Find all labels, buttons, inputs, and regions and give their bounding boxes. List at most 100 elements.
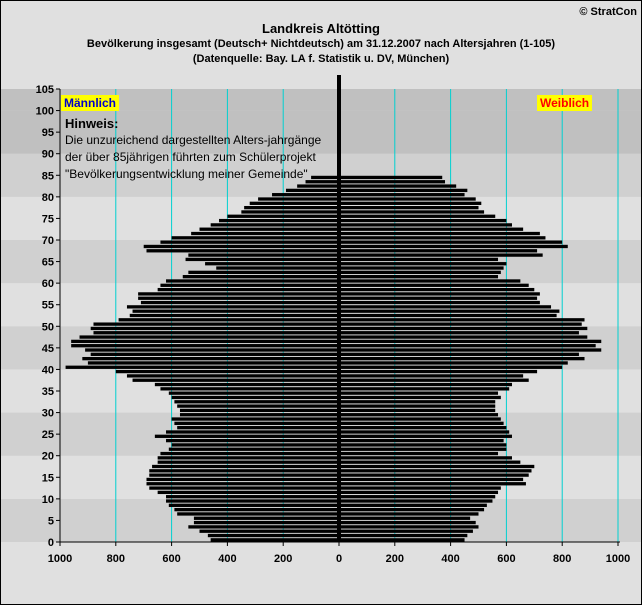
bar-female-10 [339, 495, 496, 499]
bar-female-47 [339, 335, 588, 339]
y-tick-label: 45 [42, 343, 54, 355]
bar-male-73 [210, 223, 339, 227]
y-tick-label: 10 [42, 494, 54, 506]
bar-female-58 [339, 287, 535, 292]
bar-male-1 [207, 533, 339, 538]
y-tick-label: 40 [42, 364, 54, 376]
bar-female-30 [339, 408, 496, 413]
bar-male-64 [205, 262, 339, 266]
bar-male-56 [138, 296, 339, 300]
bar-female-61 [339, 275, 499, 279]
chart-title: Landkreis Altötting [262, 21, 380, 36]
x-tick-label: 800 [107, 553, 125, 565]
bar-female-73 [339, 223, 512, 227]
bar-female-4 [339, 520, 476, 525]
bar-female-20 [339, 451, 499, 456]
bar-male-22 [171, 443, 339, 447]
bar-male-31 [177, 404, 339, 408]
center-axis [337, 75, 341, 542]
y-tick-label: 5 [48, 515, 54, 527]
age-band [1, 110, 641, 154]
bar-female-42 [339, 356, 585, 361]
bar-male-80 [272, 193, 339, 197]
bar-female-21 [339, 447, 507, 451]
bar-male-54 [126, 305, 340, 309]
bar-male-25 [166, 430, 339, 434]
bar-male-23 [166, 438, 339, 443]
bar-male-82 [297, 184, 339, 188]
bar-female-56 [339, 296, 538, 300]
chart-source: (Datenquelle: Bay. LA f. Statistik u. DV… [192, 53, 450, 65]
bar-female-41 [339, 361, 568, 365]
y-tick-label: 25 [42, 429, 54, 441]
y-tick-label: 30 [42, 408, 54, 420]
bar-male-45 [71, 344, 339, 348]
bar-male-38 [126, 374, 340, 378]
bar-female-17 [339, 464, 535, 469]
bar-female-44 [339, 348, 602, 352]
y-tick-label: 95 [42, 127, 54, 139]
bar-male-46 [71, 339, 339, 344]
bar-female-79 [339, 197, 476, 201]
bar-female-50 [339, 322, 582, 326]
bar-female-33 [339, 395, 501, 400]
y-tick-label: 55 [42, 300, 54, 312]
bar-male-20 [160, 451, 339, 456]
y-tick-label: 90 [42, 149, 54, 161]
bar-female-83 [339, 180, 446, 184]
bar-male-0 [210, 538, 339, 542]
bar-female-43 [339, 352, 579, 356]
bar-male-63 [216, 266, 339, 270]
bar-female-59 [339, 283, 529, 287]
bar-female-7 [339, 507, 485, 512]
bar-female-77 [339, 205, 479, 210]
bar-female-60 [339, 279, 521, 283]
bar-male-49 [90, 326, 339, 331]
bar-male-62 [188, 270, 339, 275]
hint-title: Hinweis: [65, 116, 119, 131]
bar-male-34 [168, 391, 339, 395]
bar-male-81 [285, 188, 339, 193]
bar-male-4 [193, 520, 339, 525]
bar-male-37 [132, 378, 339, 382]
bar-female-34 [339, 391, 499, 395]
bar-male-47 [79, 335, 339, 339]
bar-male-14 [146, 477, 339, 482]
bar-male-16 [149, 469, 339, 473]
bar-female-31 [339, 404, 496, 408]
bar-male-11 [157, 490, 339, 495]
bar-female-18 [339, 460, 521, 464]
bar-female-57 [339, 292, 540, 296]
bar-female-23 [339, 438, 504, 443]
x-tick-label: 600 [162, 553, 180, 565]
bar-female-62 [339, 270, 501, 275]
legend-male: Männlich [61, 95, 120, 111]
bar-male-65 [185, 257, 339, 262]
bar-female-71 [339, 231, 540, 236]
bar-female-24 [339, 434, 512, 438]
bar-male-61 [182, 275, 339, 279]
bar-male-44 [85, 348, 339, 352]
bar-female-0 [339, 538, 465, 542]
bar-male-66 [188, 253, 339, 257]
bar-female-65 [339, 257, 499, 262]
bar-female-19 [339, 456, 512, 460]
bar-female-40 [339, 365, 563, 369]
bar-female-27 [339, 421, 504, 426]
x-tick-label: 200 [274, 553, 292, 565]
bar-female-46 [339, 339, 602, 344]
bar-male-2 [199, 529, 339, 533]
bar-female-74 [339, 218, 507, 223]
bar-male-51 [118, 318, 339, 322]
bar-female-76 [339, 210, 485, 214]
bar-female-32 [339, 400, 496, 404]
bar-male-79 [258, 197, 339, 201]
bar-female-11 [339, 490, 499, 495]
x-tick-label: 1000 [48, 553, 72, 565]
bar-male-83 [305, 180, 339, 184]
bar-female-75 [339, 214, 496, 218]
y-tick-label: 85 [42, 170, 54, 182]
bar-female-15 [339, 473, 529, 477]
bar-male-26 [177, 426, 339, 430]
bar-male-17 [152, 464, 339, 469]
